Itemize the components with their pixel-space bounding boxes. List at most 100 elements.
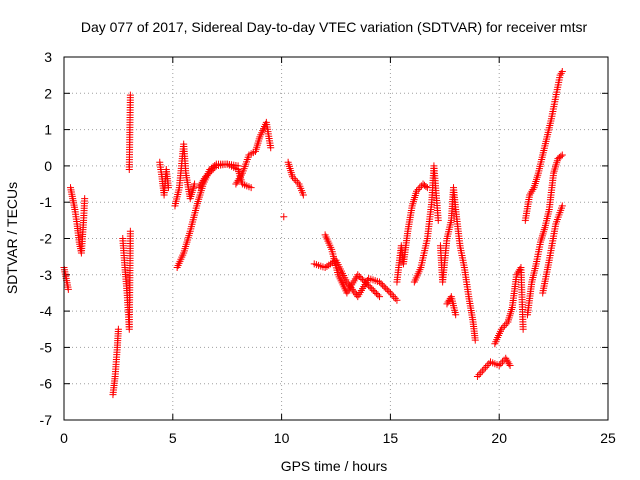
data-point	[164, 184, 172, 192]
data-point	[354, 271, 362, 279]
data-point	[413, 187, 421, 195]
grid	[64, 57, 608, 420]
data-point	[497, 360, 505, 368]
data-point	[483, 362, 491, 370]
data-point	[288, 173, 296, 181]
data-point	[126, 91, 134, 99]
data-point	[502, 320, 510, 328]
data-point	[323, 262, 331, 270]
data-point	[321, 264, 329, 272]
data-point	[366, 283, 374, 291]
data-point	[374, 291, 382, 299]
data-point	[478, 367, 486, 375]
data-point	[485, 360, 493, 368]
data-point	[386, 289, 394, 297]
data-point	[417, 182, 425, 190]
data-point	[293, 178, 301, 186]
data-point	[126, 227, 134, 235]
data-point	[196, 182, 204, 190]
data-point	[557, 69, 565, 77]
data-point	[327, 260, 335, 268]
data-point	[290, 175, 298, 183]
x-tick-label: 0	[60, 430, 68, 446]
data-point	[502, 354, 510, 362]
data-point	[391, 294, 399, 302]
data-point	[477, 369, 485, 377]
data-point	[443, 300, 451, 308]
data-point	[343, 278, 351, 286]
x-axis-label: GPS time / hours	[281, 458, 388, 474]
data-point	[480, 365, 488, 373]
data-point	[526, 191, 534, 199]
data-point	[434, 216, 442, 224]
data-point	[390, 293, 398, 301]
data-point	[529, 185, 537, 193]
data-point	[385, 287, 393, 295]
data-point	[495, 362, 503, 370]
data-point	[355, 272, 363, 280]
data-point	[382, 284, 390, 292]
data-point	[369, 286, 377, 294]
data-point	[376, 278, 384, 286]
data-point	[197, 180, 205, 188]
plot-frame	[63, 56, 609, 421]
data-point	[506, 362, 514, 370]
y-tick-label: -7	[40, 412, 53, 428]
data-point	[471, 336, 479, 344]
data-point	[211, 163, 219, 171]
data-point	[388, 291, 396, 299]
data-point	[362, 279, 370, 287]
y-tick-label: -6	[40, 376, 53, 392]
data-point	[292, 176, 300, 184]
data-point	[556, 71, 564, 79]
data-point	[195, 184, 203, 192]
data-point	[376, 293, 384, 301]
y-tick-label: 3	[44, 49, 52, 65]
data-point	[365, 282, 373, 290]
data-point	[371, 288, 379, 296]
data-point	[558, 202, 566, 210]
data-point	[473, 372, 481, 380]
data-point	[383, 286, 391, 294]
data-point	[503, 356, 511, 364]
data-point	[380, 283, 388, 291]
data-point	[363, 280, 371, 288]
data-point	[444, 298, 452, 306]
data-point	[514, 269, 522, 277]
data-point	[377, 280, 385, 288]
data-point	[422, 182, 430, 190]
data-point	[519, 325, 527, 333]
data-point	[414, 185, 422, 193]
data-point	[232, 180, 240, 188]
data-point	[237, 171, 245, 179]
data-point	[191, 180, 199, 188]
y-axis-label: SDTVAR / TECUs	[4, 182, 20, 294]
data-point	[505, 360, 513, 368]
data-point	[209, 165, 217, 173]
y-tick-label: -5	[40, 339, 53, 355]
data-point	[247, 184, 255, 192]
data-point	[236, 173, 244, 181]
data-point	[235, 175, 243, 183]
data-point	[357, 274, 365, 282]
data-point	[360, 277, 368, 285]
data-point	[201, 173, 209, 181]
data-point	[393, 296, 401, 304]
data-point	[452, 311, 460, 319]
data-point	[206, 168, 214, 176]
x-tick-label: 20	[491, 430, 507, 446]
y-tick-label: 1	[44, 122, 52, 138]
data-point	[416, 184, 424, 192]
data-point	[203, 171, 211, 179]
data-points	[60, 68, 566, 399]
data-point	[528, 187, 536, 195]
data-point	[234, 176, 242, 184]
data-point	[475, 371, 483, 379]
tick-labels: 0 5 10 15 20 25 -7 -6 -5 -4 -3 -2 -1 0 1 2 3	[40, 49, 616, 446]
y-tick-label: -3	[40, 267, 53, 283]
data-point	[325, 261, 333, 269]
data-point	[557, 152, 565, 160]
data-point	[267, 144, 275, 152]
data-point	[516, 265, 524, 273]
